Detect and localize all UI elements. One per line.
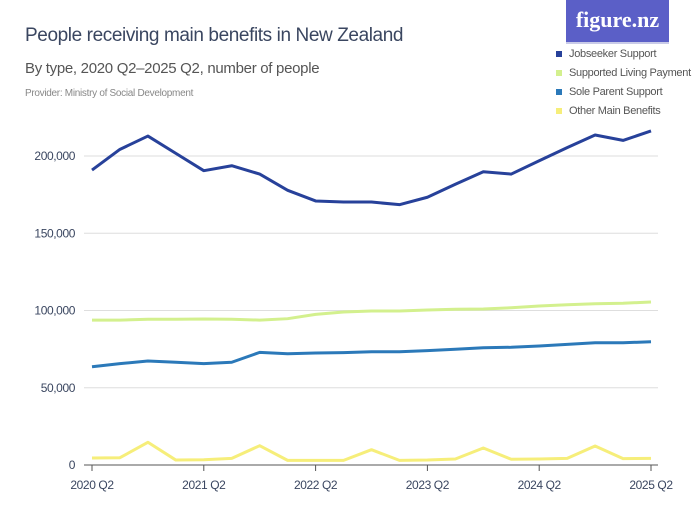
y-tick-label: 100,000: [34, 304, 75, 318]
x-tick-label: 2023 Q2: [406, 478, 450, 492]
legend-swatch: [556, 50, 562, 57]
legend-item: Sole Parent Support: [556, 82, 691, 101]
x-tick-label: 2020 Q2: [70, 478, 114, 492]
legend-item: Supported Living Payment: [556, 63, 691, 82]
x-tick-label: 2021 Q2: [182, 478, 226, 492]
figure-nz-logo[interactable]: figure.nz: [566, 0, 669, 44]
chart-title: People receiving main benefits in New Ze…: [25, 25, 404, 46]
legend-item: Jobseeker Support: [556, 44, 691, 63]
x-tick-label: 2022 Q2: [294, 478, 338, 492]
legend: Jobseeker Support Supported Living Paymen…: [556, 44, 691, 120]
y-tick-label: 200,000: [34, 149, 75, 163]
legend-swatch: [556, 88, 562, 95]
legend-label: Supported Living Payment: [569, 66, 691, 79]
chart-subtitle: By type, 2020 Q2–2025 Q2, number of peop…: [25, 60, 320, 77]
legend-swatch: [556, 107, 562, 114]
legend-label: Jobseeker Support: [569, 47, 657, 60]
y-tick-label: 50,000: [41, 381, 76, 395]
y-tick-label: 0: [69, 458, 76, 472]
provider-label: Provider: Ministry of Social Development: [25, 88, 194, 99]
legend-item: Other Main Benefits: [556, 101, 691, 120]
legend-label: Sole Parent Support: [569, 85, 663, 98]
legend-swatch: [556, 69, 562, 76]
series-line-sole-parent-support: [91, 340, 652, 369]
y-tick-label: 150,000: [34, 226, 75, 240]
legend-label: Other Main Benefits: [569, 104, 661, 117]
x-tick-label: 2025 Q2: [629, 478, 673, 492]
series-line-jobseeker-support: [91, 129, 652, 207]
series-line-other-main-benefits: [91, 440, 652, 462]
x-tick-label: 2024 Q2: [518, 478, 562, 492]
